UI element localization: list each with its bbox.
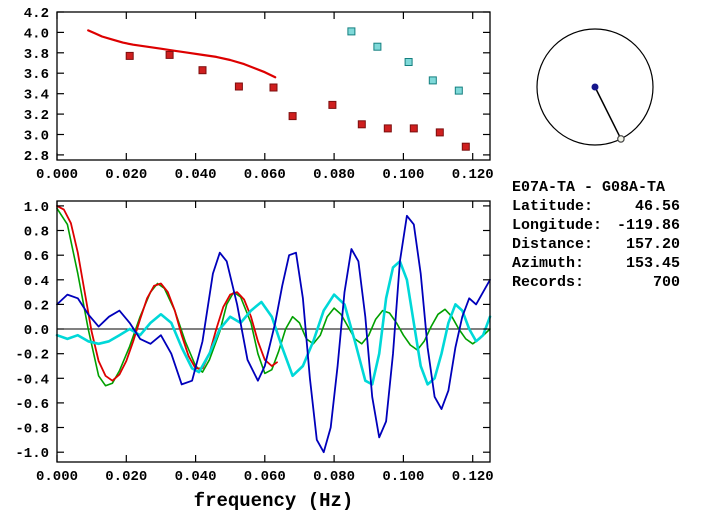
info-row-distance: Distance: 157.20 — [512, 235, 680, 254]
info-label-azimuth: Azimuth: — [512, 255, 585, 272]
y-tick-label: 0.0 — [24, 323, 49, 339]
info-row-azimuth: Azimuth: 153.45 — [512, 254, 680, 273]
phase-velocity-measurements-marker — [373, 42, 382, 51]
y-tick-label: 4.0 — [24, 26, 49, 42]
station-pair-info: E07A-TA - G08A-TA Latitude: 46.56 Longitud… — [512, 178, 680, 292]
center-station-dot — [591, 83, 599, 91]
station-pair-fields: Latitude: 46.56 Longitude: -119.86 Distance:… — [512, 197, 680, 292]
x-tick-label: 0.100 — [382, 469, 424, 485]
info-value-azimuth: 153.45 — [625, 255, 680, 272]
azimuth-ray — [594, 86, 622, 140]
info-value-latitude: 46.56 — [634, 198, 680, 215]
y-tick-label: -0.6 — [15, 397, 49, 413]
green-coherence-trace — [56, 207, 491, 387]
y-tick-label: 3.8 — [24, 47, 49, 63]
group-velocity-measurements-marker — [383, 124, 392, 133]
y-tick-label: 3.4 — [24, 88, 49, 104]
info-value-records: 700 — [652, 274, 680, 291]
station-pair-title: E07A-TA - G08A-TA — [512, 179, 666, 196]
group-velocity-measurements-marker — [328, 100, 337, 109]
x-tick-label: 0.080 — [313, 167, 355, 183]
x-tick-label: 0.040 — [175, 167, 217, 183]
group-velocity-measurements-marker — [288, 112, 297, 121]
x-tick-label: 0.020 — [105, 469, 147, 485]
plot-frame — [56, 200, 491, 463]
y-tick-label: 0.8 — [24, 225, 49, 241]
x-tick-label: 0.060 — [244, 167, 286, 183]
x-axis-title: frequency (Hz) — [194, 490, 354, 512]
dispersion-velocity-chart: 0.000 0.020 0.040 0.060 0.080 0.100 0.120 2.8 3.… — [24, 6, 494, 183]
pair-station-marker — [617, 135, 625, 143]
x-tick-label: 0.000 — [36, 469, 78, 485]
x-tick-label: 0.060 — [244, 469, 286, 485]
y-tick-label: -0.8 — [15, 422, 49, 438]
x-tick-label: 0.040 — [175, 469, 217, 485]
info-label-latitude: Latitude: — [512, 198, 594, 215]
y-tick-label: -1.0 — [15, 446, 49, 462]
y-tick-label: 3.6 — [24, 67, 49, 83]
y-tick-label: 2.8 — [24, 149, 49, 165]
group-velocity-measurements-marker — [165, 50, 174, 59]
group-velocity-measurements-marker — [357, 120, 366, 129]
x-tick-label: 0.120 — [452, 469, 494, 485]
info-value-distance: 157.20 — [625, 236, 680, 253]
x-tick-label: 0.020 — [105, 167, 147, 183]
y-tick-label: 0.6 — [24, 249, 49, 265]
cyan-coherence-trace — [55, 260, 492, 386]
info-label-records: Records: — [512, 274, 585, 291]
y-tick-label: 0.2 — [24, 298, 49, 314]
y-tick-label: 3.0 — [24, 129, 49, 145]
group-velocity-measurements-marker — [234, 82, 243, 91]
phase-velocity-measurements-marker — [404, 58, 413, 66]
coherence-waveform-chart: 0.000 0.020 0.040 0.060 0.080 0.100 0.120 -1.0 -… — [15, 200, 494, 512]
info-label-distance: Distance: — [512, 236, 594, 253]
azimuth-circle — [536, 28, 654, 146]
group-velocity-measurements-marker — [435, 128, 444, 137]
phase-velocity-measurements-marker — [454, 86, 463, 95]
red-coherence-trace — [56, 204, 278, 382]
group-velocity-measurements-marker — [409, 124, 418, 133]
group-velocity-measurements-marker — [125, 51, 134, 60]
y-tick-label: 4.2 — [24, 6, 49, 22]
x-tick-label: 0.100 — [382, 167, 424, 183]
y-tick-label: -0.2 — [15, 348, 49, 364]
group-velocity-measurements-marker — [461, 142, 470, 151]
plot-frame — [56, 11, 491, 161]
y-tick-label: 1.0 — [24, 200, 49, 216]
group-velocity-measurements-marker — [198, 66, 207, 75]
info-row-latitude: Latitude: 46.56 — [512, 197, 680, 216]
predicted-dispersion-curve — [87, 29, 277, 79]
phase-velocity-measurements-marker — [428, 76, 437, 85]
y-tick-label: 3.2 — [24, 108, 49, 124]
x-tick-label: 0.000 — [36, 167, 78, 183]
phase-velocity-measurements-marker — [347, 27, 356, 36]
info-label-longitude: Longitude: — [512, 217, 603, 234]
x-tick-label: 0.120 — [452, 167, 494, 183]
x-tick-label: 0.080 — [313, 469, 355, 485]
azimuth-diagram — [536, 28, 654, 146]
info-row-longitude: Longitude: -119.86 — [512, 216, 680, 235]
y-tick-label: 0.4 — [24, 274, 49, 290]
y-tick-label: -0.4 — [15, 372, 49, 388]
blue-coherence-trace — [56, 214, 491, 454]
info-row-records: Records: 700 — [512, 273, 680, 292]
group-velocity-measurements-marker — [269, 83, 278, 92]
info-value-longitude: -119.86 — [616, 217, 680, 234]
